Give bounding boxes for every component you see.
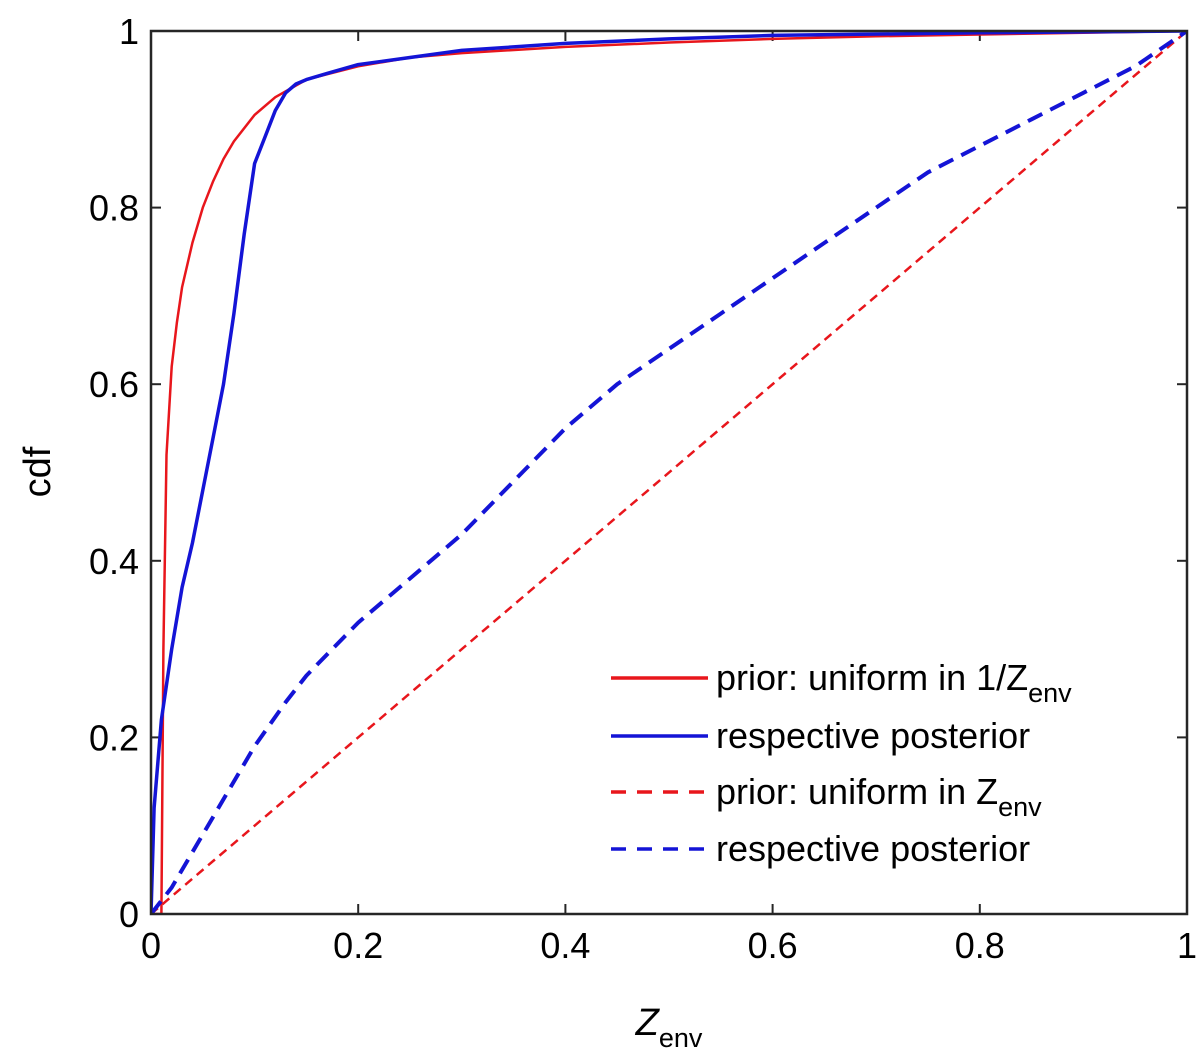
series-line-4: [151, 31, 1187, 914]
x-axis-label-main: Z: [635, 1002, 661, 1044]
y-tick-label: 0.2: [89, 717, 139, 758]
legend-label-main: prior: uniform in Z: [716, 771, 998, 812]
x-tick-label: 0.2: [333, 925, 383, 966]
x-axis-label-subscript: env: [659, 1023, 703, 1053]
plot-frame: [149, 29, 1189, 916]
y-axis-label: cdf: [17, 446, 59, 497]
legend-label-main: respective posterior: [716, 715, 1030, 756]
x-tick-label: 0: [141, 925, 161, 966]
y-tick-label: 1: [119, 11, 139, 52]
y-tick-label: 0: [119, 894, 139, 935]
x-tick-label: 0.8: [955, 925, 1005, 966]
legend-label-subscript: env: [998, 792, 1042, 822]
legend-label-4: respective posterior: [716, 828, 1030, 869]
y-tick-label: 0.6: [89, 364, 139, 405]
x-tick-label: 0.4: [540, 925, 590, 966]
legend-label-2: respective posterior: [716, 715, 1030, 756]
legend-label-main: prior: uniform in 1/Z: [716, 657, 1028, 698]
y-tick-labels: 0 0.2 0.4 0.6 0.8 1: [89, 11, 139, 935]
x-axis-label: Zenv: [635, 1002, 703, 1053]
y-tick-label: 0.8: [89, 188, 139, 229]
x-tick-label: 0.6: [748, 925, 798, 966]
series-layer: [151, 31, 1187, 914]
x-tick-label: 1: [1177, 925, 1197, 966]
legend-label-main: respective posterior: [716, 828, 1030, 869]
legend-label-1: prior: uniform in 1/Zenv: [716, 657, 1072, 708]
series-line-3: [151, 31, 1187, 914]
series-line-1: [151, 31, 1187, 914]
series-line-2: [151, 31, 1187, 914]
y-tick-label: 0.4: [89, 541, 139, 582]
legend-label-subscript: env: [1028, 678, 1072, 708]
x-tick-labels: 0 0.2 0.4 0.6 0.8 1: [141, 925, 1197, 966]
legend-label-3: prior: uniform in Zenv: [716, 771, 1042, 822]
